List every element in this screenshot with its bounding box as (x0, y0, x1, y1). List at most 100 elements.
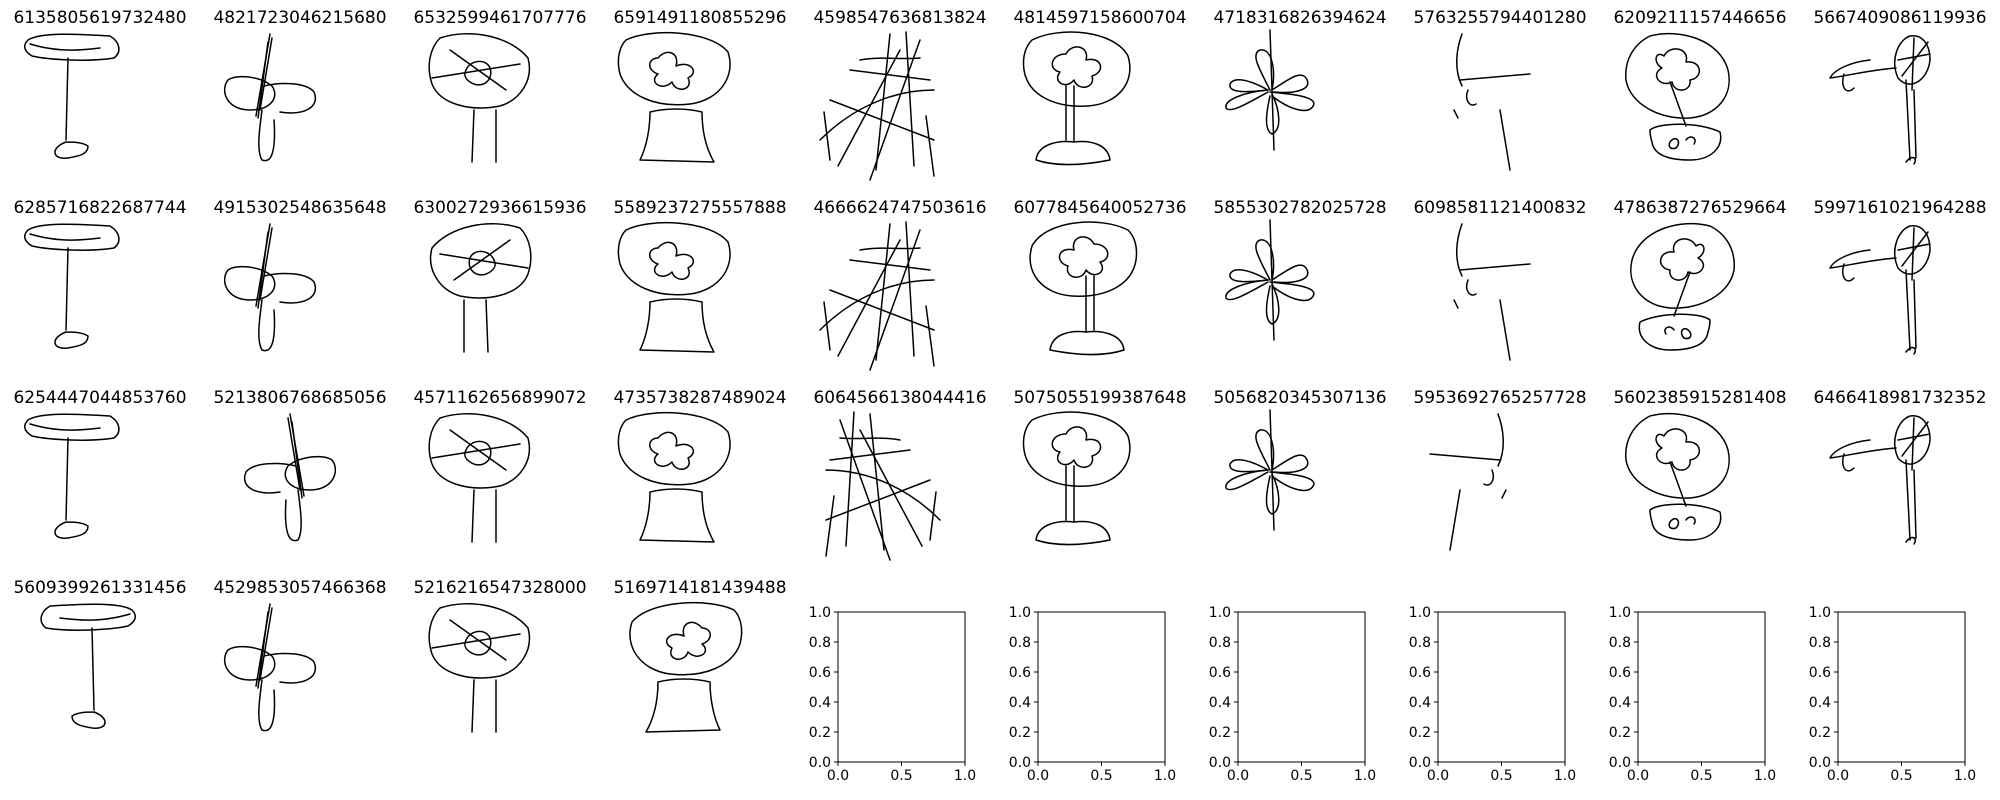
sketch-stroke (1655, 48, 1700, 91)
x-tick-label: 0.0 (1627, 768, 1649, 784)
sketch-stroke (1022, 31, 1131, 107)
y-tick-label: 0.6 (1209, 665, 1231, 681)
y-tick-label: 1.0 (1009, 605, 1031, 621)
sketch-id-label: 4915302548635648 (213, 198, 387, 218)
flower-sketch-drawing (243, 413, 337, 542)
sketch-stroke (875, 223, 891, 361)
empty-axes-plot: 0.0 0.5 1.0 0.0 0.2 0.4 0.6 0.8 1.0 (1609, 605, 1776, 784)
sketch-stroke (1255, 429, 1275, 471)
sketch-stroke (1669, 461, 1687, 507)
flower-sketch-drawing (428, 413, 531, 543)
sketch-id-label: 6098581121400832 (1413, 198, 1587, 218)
sketch-stroke (464, 60, 492, 86)
sketch-stroke (464, 630, 492, 656)
sketch-stroke (645, 678, 721, 733)
sketch-stroke (1685, 516, 1696, 525)
flower-sketch-drawing (1829, 415, 1931, 545)
sketch-stroke (431, 63, 521, 79)
sketch-id-label: 4786387276529664 (1613, 198, 1787, 218)
sketch-id-label: 5609399261331456 (13, 578, 187, 598)
flower-sketch-drawing (1829, 225, 1931, 355)
x-tick-label: 0.5 (1890, 768, 1912, 784)
sketch-stroke (905, 221, 915, 357)
sketch-stroke (1465, 89, 1477, 106)
sketch-cell: 4718316826394624 (1200, 0, 1400, 190)
sketch-stroke (24, 33, 120, 61)
sketch-stroke (1265, 283, 1280, 325)
sketch-id-label: 5667409086119936 (1813, 8, 1987, 28)
sketch-cell: 6098581121400832 (1400, 190, 1600, 380)
sketch-stroke (1429, 453, 1501, 461)
sketch-stroke (1229, 459, 1269, 473)
sketch-stroke (825, 479, 931, 521)
sketch-stroke (1499, 109, 1511, 171)
sketch-stroke (639, 488, 715, 543)
flower-sketch-drawing (1625, 412, 1730, 541)
sketch-stroke (1680, 327, 1692, 340)
sketch-stroke (1265, 93, 1280, 135)
sketch-stroke (1901, 41, 1929, 77)
flower-sketch-drawing (428, 33, 531, 163)
sketch-stroke (287, 417, 301, 491)
x-tick-label: 0.5 (890, 768, 912, 784)
sketch-stroke (71, 711, 106, 729)
empty-axes-panel: 0.0 0.5 1.0 0.0 0.2 0.4 0.6 0.8 1.0 (1400, 570, 1600, 784)
flower-sketch-drawing (825, 411, 941, 561)
flower-sketch-drawing (1225, 219, 1315, 341)
sketch-stroke (639, 108, 715, 163)
sketch-stroke (223, 75, 276, 111)
sketch-stroke (223, 265, 276, 301)
sketch-stroke (54, 141, 89, 159)
empty-axes-panel: 0.0 0.5 1.0 0.0 0.2 0.4 0.6 0.8 1.0 (800, 570, 1000, 784)
sketch-stroke (1501, 489, 1507, 499)
sketch-id-label: 6532599461707776 (413, 8, 587, 28)
sketch-stroke (845, 411, 855, 547)
sketch-stroke (223, 645, 276, 681)
sketch-stroke (1035, 520, 1111, 546)
sketch-cell: 6064566138044416 (800, 380, 1000, 570)
sketch-cell: 5075055199387648 (1000, 380, 1200, 570)
flower-sketch-drawing (428, 603, 531, 733)
sketch-stroke (65, 437, 69, 521)
y-tick-label: 0.0 (1009, 755, 1031, 771)
sketch-cell: 4814597158600704 (1000, 0, 1200, 190)
sketch-stroke (1058, 236, 1109, 278)
sketch-stroke (819, 89, 935, 141)
sketch-stroke (1668, 137, 1680, 150)
sketch-stroke (65, 57, 69, 141)
sketch-cell: 5589237275557888 (600, 190, 800, 380)
sketch-cell: 6077845640052736 (1000, 190, 1200, 380)
x-tick-label: 0.0 (1827, 768, 1849, 784)
y-tick-label: 0.4 (809, 695, 831, 711)
sketch-stroke (263, 272, 317, 304)
flower-sketch-drawing (223, 603, 317, 732)
sketch-id-label: 4571162656899072 (413, 388, 587, 408)
sketch-cell: 6466418981732352 (1800, 380, 2000, 570)
x-tick-label: 1.0 (1554, 768, 1576, 784)
sketch-stroke (837, 49, 901, 167)
sketch-id-label: 4821723046215680 (213, 8, 387, 28)
sketch-stroke (24, 223, 120, 251)
x-tick-label: 0.5 (1490, 768, 1512, 784)
sketch-stroke (649, 431, 694, 470)
flower-sketch-drawing (1625, 32, 1730, 161)
sketch-id-label: 6135805619732480 (13, 8, 187, 28)
sketch-stroke (839, 437, 901, 441)
sketch-stroke (258, 109, 276, 162)
sketch-stroke (1229, 79, 1269, 93)
sketch-cell: 4786387276529664 (1600, 190, 1800, 380)
sketch-stroke (258, 679, 276, 732)
sketch-stroke (1685, 136, 1696, 145)
sketch-stroke (1029, 221, 1138, 297)
sketch-stroke (258, 299, 276, 352)
sketch-stroke (439, 253, 529, 269)
y-tick-label: 0.2 (809, 725, 831, 741)
sketch-stroke (1483, 469, 1495, 486)
sketch-stroke (1911, 37, 1915, 91)
sketch-id-label: 5216216547328000 (413, 578, 587, 598)
x-tick-label: 0.5 (1090, 768, 1112, 784)
y-tick-label: 1.0 (809, 605, 831, 621)
sketch-stroke (1894, 225, 1931, 275)
sketch-stroke (925, 115, 935, 177)
